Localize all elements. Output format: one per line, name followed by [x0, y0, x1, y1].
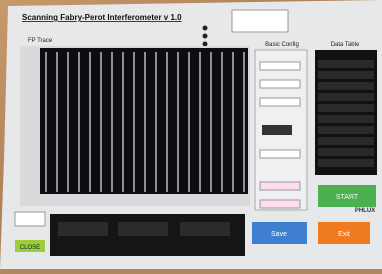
section-title: Data Table [331, 42, 360, 48]
data-table [315, 50, 377, 175]
input[interactable] [260, 80, 300, 88]
page: Scanning Fabry-Perot Interferometer v 1.… [0, 0, 382, 269]
logo: PHLUX [355, 208, 375, 214]
app-title: Scanning Fabry-Perot Interferometer v 1.… [22, 13, 182, 22]
readout [58, 222, 108, 236]
table-row [318, 93, 374, 101]
table-row [318, 148, 374, 156]
radio[interactable] [203, 42, 208, 47]
radio[interactable] [203, 34, 208, 39]
table-row [318, 115, 374, 123]
button-label: Exit [338, 231, 350, 238]
button-label: START [336, 194, 359, 201]
input[interactable] [260, 98, 300, 106]
table-row [318, 71, 374, 79]
table-row [318, 137, 374, 145]
plot-area [40, 48, 248, 194]
table-row [318, 159, 374, 167]
screenshot: Scanning Fabry-Perot Interferometer v 1.… [0, 0, 382, 269]
input[interactable] [260, 182, 300, 190]
readout [118, 222, 168, 236]
input[interactable] [260, 62, 300, 70]
plot-title: FP Trace [28, 38, 53, 44]
button-label: CLOSE [20, 245, 40, 251]
table-row [318, 82, 374, 90]
table-row [318, 60, 374, 68]
section-title: Basic Config [265, 42, 299, 48]
radio[interactable] [203, 26, 208, 31]
input[interactable] [260, 150, 300, 158]
button-label: Save [271, 231, 287, 238]
info-box [232, 10, 288, 32]
readout [180, 222, 230, 236]
switch[interactable] [262, 125, 292, 135]
table-row [318, 104, 374, 112]
table-row [318, 126, 374, 134]
input[interactable] [260, 200, 300, 208]
input[interactable] [15, 212, 45, 226]
